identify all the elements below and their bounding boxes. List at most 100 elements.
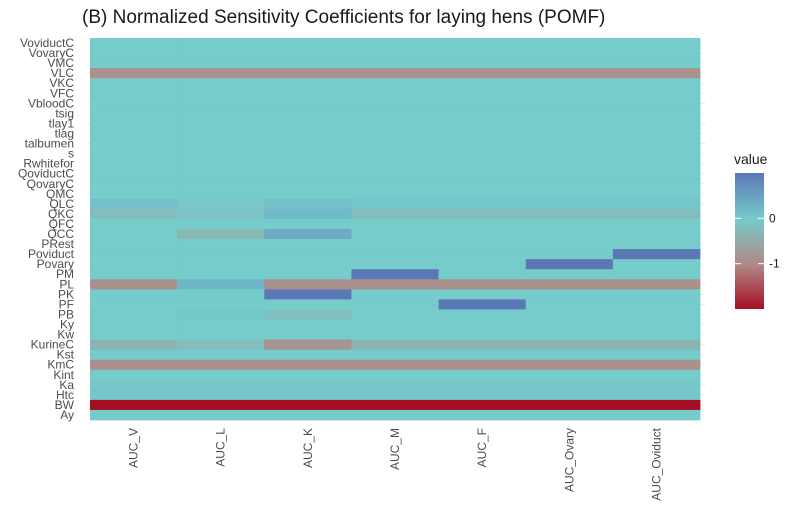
- y-tick-label: Poviduct: [28, 247, 75, 261]
- heatmap-cell: [90, 108, 178, 119]
- heatmap-cell: [612, 369, 701, 381]
- heatmap-cell: [351, 409, 439, 421]
- heatmap-cell: [264, 198, 352, 210]
- heatmap-cell: [351, 329, 439, 340]
- heatmap-cell: [90, 259, 178, 270]
- heatmap-cell: [177, 128, 265, 139]
- heatmap-cell: [264, 38, 352, 49]
- heatmap-cell: [264, 158, 352, 170]
- heatmap-cell: [90, 58, 178, 69]
- heatmap-cell: [612, 78, 701, 89]
- heatmap-cell: [264, 118, 352, 129]
- heatmap-cell: [264, 279, 352, 290]
- y-tick-label: BW: [55, 398, 75, 412]
- heatmap-cell: [90, 138, 178, 149]
- heatmap-cell: [525, 249, 614, 260]
- y-tick-label: QMC: [46, 187, 74, 201]
- heatmap-cell: [351, 158, 439, 170]
- heatmap-cell: [90, 239, 178, 250]
- heatmap-cell: [264, 188, 352, 200]
- y-tick-label: PB: [58, 307, 74, 321]
- heatmap-cell: [177, 249, 265, 260]
- heatmap-cell: [612, 239, 701, 250]
- heatmap-cell: [177, 68, 265, 79]
- heatmap-cell: [351, 118, 439, 129]
- heatmap-cell: [438, 98, 527, 109]
- heatmap-cell: [177, 369, 265, 381]
- y-tick-label: KurineC: [31, 338, 75, 352]
- heatmap-cell: [177, 379, 265, 391]
- heatmap-cell: [90, 379, 178, 391]
- heatmap-cell: [612, 309, 701, 320]
- heatmap-cell: [264, 399, 352, 411]
- heatmap-cell: [90, 38, 178, 49]
- heatmap-cell: [177, 138, 265, 149]
- y-tick-label: VKC: [49, 76, 74, 90]
- heatmap-cell: [90, 229, 178, 240]
- heatmap-cell: [525, 299, 614, 310]
- heatmap-cell: [90, 118, 178, 129]
- heatmap-cell: [177, 229, 265, 240]
- y-tick-label: s: [68, 147, 74, 161]
- heatmap-cell: [525, 88, 614, 99]
- heatmap-cell: [351, 208, 439, 220]
- heatmap-cell: [612, 98, 701, 109]
- heatmap-cell: [264, 108, 352, 119]
- heatmap-cell: [177, 148, 265, 160]
- heatmap-cell: [351, 259, 439, 270]
- y-tick-label: Htc: [56, 388, 74, 402]
- heatmap-cell: [612, 289, 701, 300]
- heatmap-cell: [264, 349, 352, 361]
- heatmap-cell: [525, 208, 614, 220]
- heatmap-cell: [264, 239, 352, 250]
- y-tick-label: VbloodC: [28, 96, 74, 110]
- heatmap-cell: [351, 309, 439, 320]
- heatmap-cell: [177, 279, 265, 290]
- heatmap-cell: [438, 269, 527, 280]
- y-tick-label: PM: [56, 267, 74, 281]
- heatmap-cell: [438, 148, 527, 160]
- heatmap-cell: [438, 249, 527, 260]
- heatmap-cell: [177, 208, 265, 220]
- heatmap-cells: [90, 38, 701, 421]
- heatmap-cell: [525, 379, 614, 391]
- heatmap-cell: [177, 78, 265, 89]
- x-tick-label: AUC_F: [475, 428, 489, 467]
- heatmap-cell: [351, 178, 439, 190]
- heatmap-cell: [177, 168, 265, 180]
- heatmap-cell: [612, 359, 701, 371]
- heatmap-cell: [264, 168, 352, 180]
- heatmap-cell: [351, 58, 439, 69]
- heatmap-cell: [351, 188, 439, 200]
- heatmap-cell: [351, 78, 439, 89]
- heatmap-cell: [90, 249, 178, 260]
- y-tick-label: KmC: [47, 358, 74, 372]
- heatmap-cell: [177, 319, 265, 330]
- heatmap-cell: [525, 118, 614, 129]
- heatmap-cell: [351, 289, 439, 300]
- heatmap-cell: [612, 38, 701, 49]
- heatmap-cell: [438, 38, 527, 49]
- heatmap-cell: [612, 68, 701, 79]
- heatmap-cell: [90, 68, 178, 79]
- heatmap-cell: [612, 198, 701, 210]
- heatmap-cell: [264, 148, 352, 160]
- heatmap-cell: [438, 208, 527, 220]
- heatmap-cell: [90, 309, 178, 320]
- x-tick-label: AUC_K: [301, 428, 315, 468]
- heatmap-cell: [90, 369, 178, 381]
- heatmap-cell: [351, 319, 439, 330]
- heatmap-cell: [438, 279, 527, 290]
- y-tick-label: VLC: [51, 66, 75, 80]
- heatmap-cell: [438, 239, 527, 250]
- heatmap-cell: [90, 269, 178, 280]
- heatmap-cell: [177, 399, 265, 411]
- heatmap-cell: [177, 259, 265, 270]
- heatmap-cell: [438, 369, 527, 381]
- heatmap-cell: [177, 339, 265, 351]
- heatmap-cell: [177, 198, 265, 210]
- heatmap-cell: [438, 108, 527, 119]
- y-tick-label: QoviductC: [18, 167, 74, 181]
- heatmap-cell: [264, 98, 352, 109]
- heatmap-cell: [90, 158, 178, 170]
